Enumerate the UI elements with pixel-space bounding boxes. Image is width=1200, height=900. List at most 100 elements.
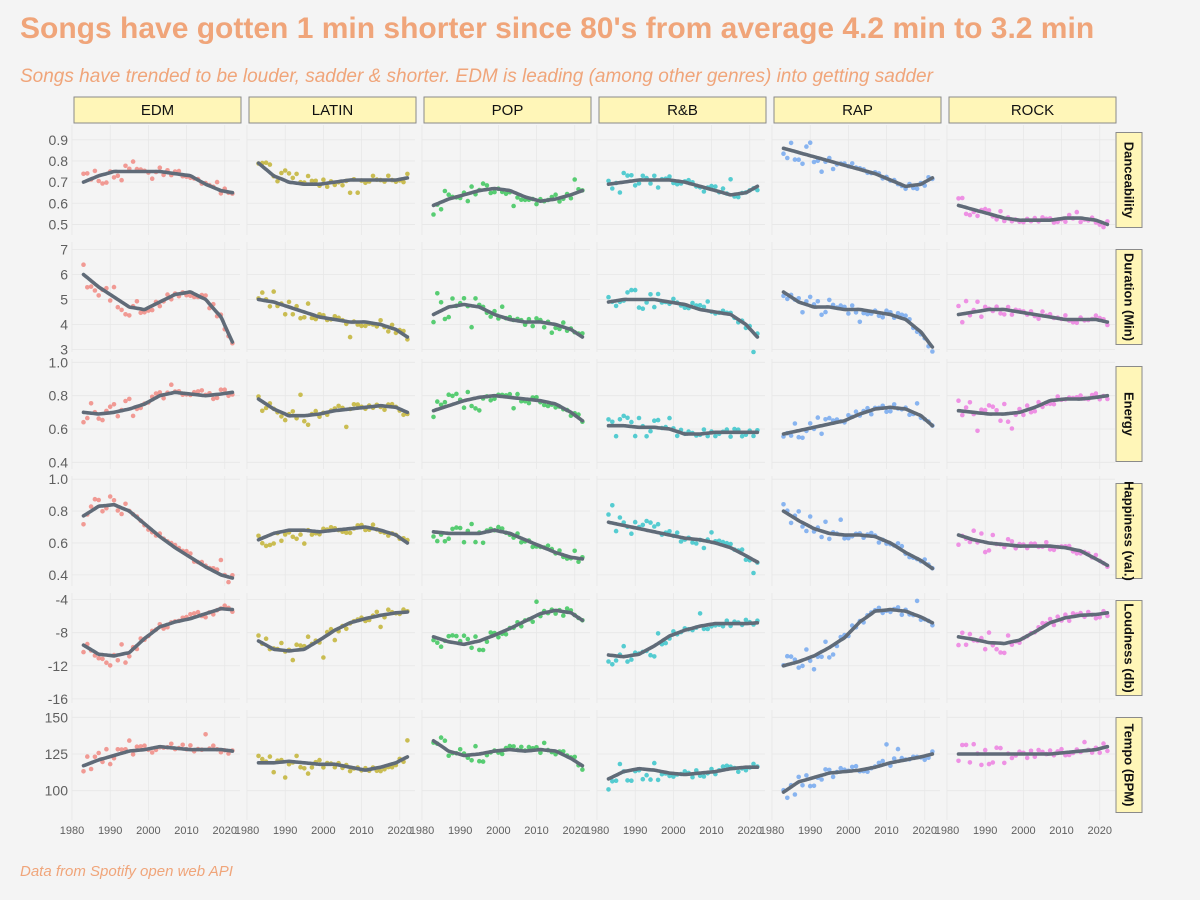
x-tick-label: 2020	[387, 825, 411, 837]
data-point	[267, 162, 273, 167]
data-point	[435, 640, 440, 645]
y-tick-label: 150	[45, 709, 69, 725]
panel-r-b-energy	[596, 359, 765, 469]
data-point	[869, 530, 874, 536]
data-point	[347, 530, 353, 536]
x-tick-label: 2010	[699, 825, 723, 837]
data-point	[629, 287, 634, 293]
x-tick-label: 2000	[311, 825, 335, 837]
data-point	[496, 635, 501, 640]
data-point	[134, 299, 140, 304]
data-point	[465, 636, 471, 642]
data-point	[1059, 746, 1064, 752]
panel-rock-loudness-db	[946, 593, 1115, 703]
data-point	[279, 414, 284, 419]
data-point	[903, 313, 908, 319]
data-point	[895, 746, 901, 752]
trend-line	[81, 606, 235, 658]
data-point	[963, 298, 969, 304]
data-point	[309, 315, 315, 321]
data-point	[613, 303, 619, 309]
data-point	[282, 775, 288, 780]
data-point	[636, 305, 642, 310]
data-point	[1009, 426, 1015, 431]
data-point	[807, 421, 813, 426]
trend-line	[431, 186, 585, 208]
data-point	[446, 392, 452, 398]
x-tick-label: 1990	[98, 825, 122, 837]
data-point	[438, 644, 444, 649]
panel-rap-loudness-db	[771, 593, 940, 703]
data-point	[853, 409, 859, 415]
data-point	[81, 649, 86, 655]
data-point	[100, 509, 105, 514]
data-point	[107, 663, 113, 668]
data-point	[648, 428, 653, 434]
data-point	[697, 303, 703, 308]
data-point	[982, 206, 988, 212]
data-point	[736, 769, 741, 775]
data-point	[484, 183, 490, 188]
facet-strip-label: RAP	[842, 102, 873, 119]
data-point	[561, 320, 566, 325]
data-point	[180, 742, 185, 748]
data-point	[617, 190, 623, 195]
data-point	[713, 433, 718, 439]
data-point	[305, 422, 311, 428]
data-point	[454, 633, 459, 639]
data-point	[956, 196, 961, 201]
data-point	[827, 767, 832, 773]
panel-latin-danceability	[246, 125, 415, 235]
data-point	[553, 611, 558, 616]
data-point	[807, 783, 813, 789]
data-point	[324, 184, 330, 189]
panel-edm-duration-min	[71, 242, 240, 352]
data-point	[815, 299, 821, 304]
data-point	[788, 654, 794, 659]
data-point	[701, 626, 707, 632]
data-point	[865, 311, 870, 317]
data-point	[107, 298, 113, 303]
panel-edm-danceability	[71, 125, 240, 235]
panel-latin-energy	[246, 359, 415, 469]
x-tick-label: 2020	[912, 825, 936, 837]
data-point	[100, 417, 105, 423]
data-point	[617, 761, 623, 767]
data-point	[534, 201, 539, 207]
x-tick-label: 2000	[661, 825, 685, 837]
data-point	[644, 300, 649, 305]
data-point	[446, 753, 452, 758]
data-point	[914, 401, 920, 406]
facet-strip-r-b	[598, 96, 767, 124]
data-point	[701, 304, 707, 310]
data-point	[107, 494, 113, 499]
data-point	[876, 313, 882, 319]
trend-line	[81, 169, 235, 195]
data-point	[807, 140, 813, 145]
data-point	[530, 544, 535, 550]
data-point	[621, 643, 626, 649]
data-point	[678, 539, 684, 544]
data-point	[469, 645, 474, 651]
data-point	[119, 307, 124, 313]
data-point	[519, 197, 524, 202]
data-point	[629, 657, 634, 662]
data-point	[967, 760, 973, 765]
data-point	[640, 776, 646, 782]
data-point	[849, 303, 855, 308]
data-point	[682, 769, 688, 774]
data-point	[294, 171, 299, 177]
data-point	[298, 764, 303, 770]
x-tick-label: 2010	[174, 825, 198, 837]
x-tick-label: 1980	[235, 825, 259, 837]
data-point	[644, 772, 649, 778]
data-point	[88, 504, 94, 509]
x-tick-label: 2010	[524, 825, 548, 837]
data-point	[321, 177, 326, 182]
data-point	[572, 177, 577, 182]
data-point	[960, 319, 965, 325]
data-point	[648, 652, 653, 658]
data-point	[401, 179, 406, 185]
data-point	[488, 630, 494, 635]
data-point	[477, 647, 482, 653]
